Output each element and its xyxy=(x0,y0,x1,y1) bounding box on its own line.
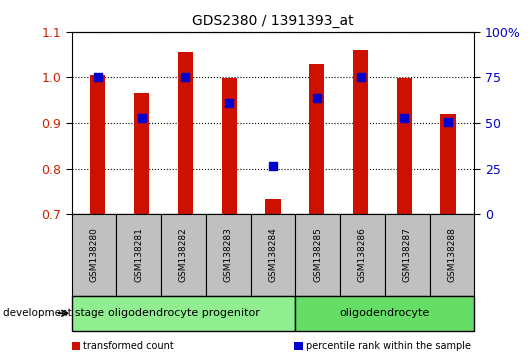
Bar xyxy=(266,199,280,214)
Text: GSM138281: GSM138281 xyxy=(134,227,143,282)
Bar xyxy=(178,52,193,214)
Bar xyxy=(309,64,324,214)
Bar xyxy=(222,78,237,214)
Text: oligodendrocyte: oligodendrocyte xyxy=(340,308,430,318)
Point xyxy=(269,163,277,169)
Text: GSM138286: GSM138286 xyxy=(358,227,367,282)
Text: GSM138282: GSM138282 xyxy=(179,228,188,282)
Point xyxy=(137,115,146,120)
Bar xyxy=(90,75,105,214)
Text: GSM138288: GSM138288 xyxy=(447,227,456,282)
Text: percentile rank within the sample: percentile rank within the sample xyxy=(306,341,471,351)
Point xyxy=(356,74,365,79)
Text: GSM138283: GSM138283 xyxy=(224,227,233,282)
Point xyxy=(400,115,409,120)
Bar xyxy=(134,93,149,214)
Text: GSM138280: GSM138280 xyxy=(90,227,99,282)
Bar xyxy=(396,78,412,214)
Title: GDS2380 / 1391393_at: GDS2380 / 1391393_at xyxy=(192,14,354,28)
Bar xyxy=(440,114,456,214)
Text: GSM138284: GSM138284 xyxy=(269,228,277,282)
Point xyxy=(444,119,452,125)
Point xyxy=(313,95,321,101)
Text: transformed count: transformed count xyxy=(83,341,174,351)
Text: oligodendrocyte progenitor: oligodendrocyte progenitor xyxy=(108,308,259,318)
Text: GSM138287: GSM138287 xyxy=(403,227,412,282)
Point xyxy=(181,74,190,79)
Bar xyxy=(353,50,368,214)
Point xyxy=(225,100,233,105)
Point xyxy=(94,74,102,79)
Text: GSM138285: GSM138285 xyxy=(313,227,322,282)
Text: development stage: development stage xyxy=(3,308,104,318)
